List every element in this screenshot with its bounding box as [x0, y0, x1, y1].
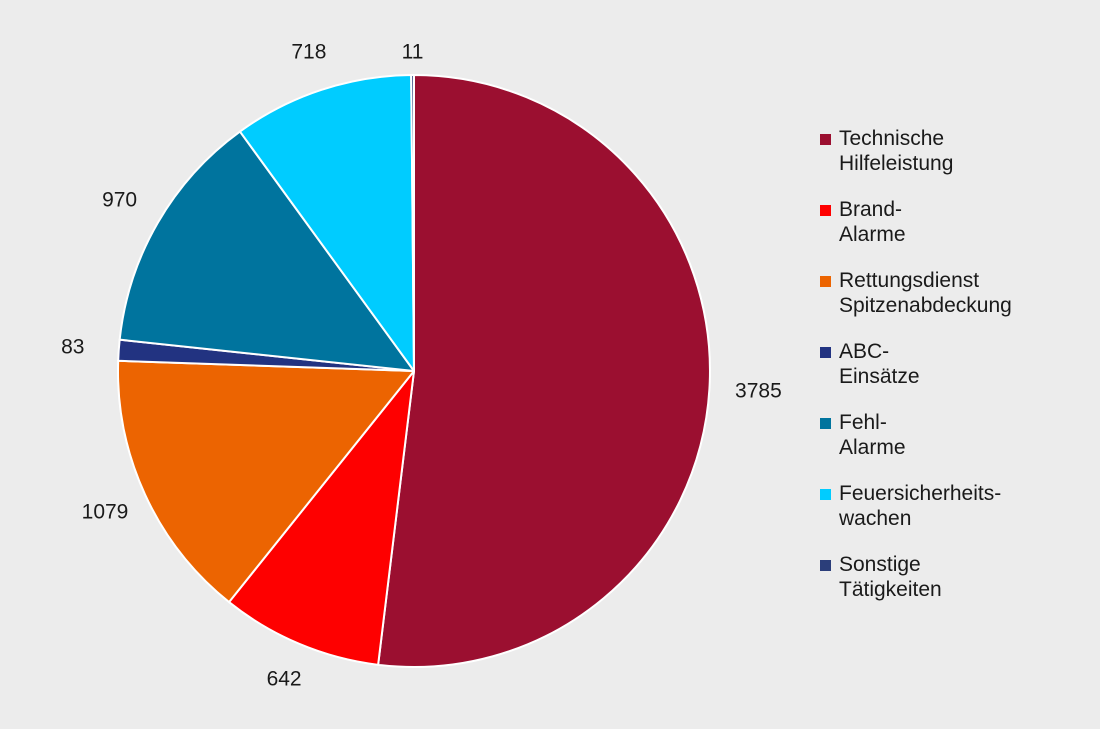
legend-label-line: Alarme	[839, 436, 906, 459]
legend-swatch	[820, 276, 831, 287]
legend-swatch	[820, 134, 831, 145]
legend-label-line: Feuersicherheits-	[839, 482, 1002, 505]
data-label-1: 3785	[735, 380, 782, 403]
legend-label-line: wachen	[839, 507, 912, 530]
pie-slice-3	[117, 359, 415, 604]
legend-label-line: Einsätze	[839, 365, 920, 388]
pie-slice-7	[410, 73, 415, 372]
pie-slice-1	[377, 74, 711, 668]
data-label-2: 642	[267, 667, 302, 690]
legend-item-6: Feuersicherheits-wachen	[820, 481, 1090, 531]
legend-label-line: Hilfeleistung	[839, 152, 954, 175]
legend-label: Brand- Alarme	[839, 197, 906, 247]
legend-label: Technische Hilfeleistung	[839, 126, 953, 176]
legend-label-line: Sonstige	[839, 553, 921, 576]
data-label-4: 83	[61, 335, 84, 358]
legend-item-3: Rettungsdienst Spitzenabdeckung	[820, 268, 1090, 318]
pie-slice-5	[118, 130, 415, 372]
legend-label: Rettungsdienst Spitzenabdeckung	[839, 268, 1012, 318]
legend-label-line: Tätigkeiten	[839, 578, 942, 601]
legend-item-2: Brand- Alarme	[820, 197, 1090, 247]
legend-item-1: Technische Hilfeleistung	[820, 126, 1090, 176]
pie-slice-6	[238, 74, 415, 372]
legend-label: Sonstige Tätigkeiten	[839, 552, 942, 602]
legend-label-line: ABC-	[839, 340, 890, 363]
legend-swatch	[820, 205, 831, 216]
data-label-5: 970	[102, 188, 137, 211]
pie-slice-2	[228, 370, 415, 666]
data-label-7: 11	[402, 41, 424, 64]
legend-label-line: Spitzenabdeckung	[839, 294, 1012, 317]
legend-swatch	[820, 418, 831, 429]
legend-label-line: Alarme	[839, 223, 906, 246]
data-label-3: 1079	[82, 500, 129, 523]
legend-label-line: Brand-	[839, 198, 903, 221]
legend-item-7: Sonstige Tätigkeiten	[820, 552, 1090, 602]
legend-label: ABC- Einsätze	[839, 339, 920, 389]
legend-swatch	[820, 347, 831, 358]
legend-item-5: Fehl- Alarme	[820, 410, 1090, 460]
legend-swatch	[820, 560, 831, 571]
legend-item-4: ABC- Einsätze	[820, 339, 1090, 389]
data-label-6: 718	[291, 40, 326, 63]
legend-label: Fehl- Alarme	[839, 410, 906, 460]
legend-label-line: Technische	[839, 127, 945, 150]
legend-label-line: Rettungsdienst	[839, 269, 980, 292]
legend-swatch	[820, 489, 831, 500]
legend-label-line: Fehl-	[839, 411, 887, 434]
legend-label: Feuersicherheits-wachen	[839, 481, 1001, 531]
legend: Technische Hilfeleistung Brand- Alarme Rettu…	[820, 126, 1090, 623]
